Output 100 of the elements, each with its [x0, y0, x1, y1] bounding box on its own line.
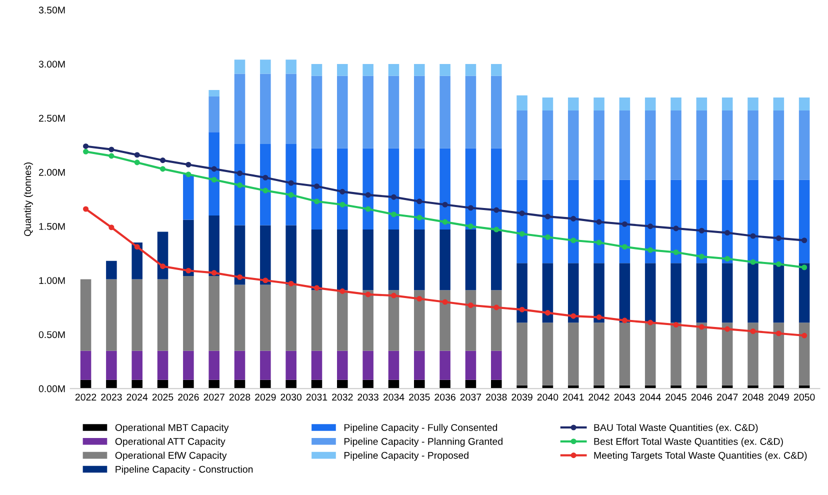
point	[83, 148, 89, 154]
bar	[644, 110, 656, 180]
point	[698, 254, 704, 260]
x-tick-label: 2050	[794, 394, 815, 401]
bar	[465, 290, 476, 351]
point	[494, 226, 500, 232]
y-tick-label: 2.00M	[38, 168, 65, 176]
bar	[440, 350, 450, 380]
y-tick-label: 3.50M	[38, 6, 65, 14]
point	[134, 152, 140, 158]
bar	[286, 380, 296, 389]
point	[570, 313, 576, 319]
bar	[670, 263, 682, 323]
bar	[234, 225, 246, 285]
point	[314, 285, 320, 291]
bar	[286, 350, 296, 380]
point	[390, 292, 397, 298]
bar	[208, 276, 220, 351]
bar	[773, 98, 784, 111]
point	[442, 299, 448, 305]
bar	[157, 279, 168, 351]
bar	[260, 350, 271, 380]
bar	[132, 242, 142, 280]
bar	[234, 284, 246, 351]
point	[724, 230, 730, 236]
bar	[798, 322, 810, 386]
bar	[748, 110, 758, 180]
bar	[414, 230, 425, 290]
bar	[388, 64, 400, 76]
bar	[490, 290, 502, 351]
x-tick-label: 2038	[486, 394, 507, 401]
bar	[465, 148, 476, 230]
bar	[722, 110, 733, 180]
bar	[208, 350, 220, 380]
point	[134, 244, 140, 250]
bar	[183, 220, 194, 276]
bar	[157, 350, 168, 380]
bar	[234, 350, 246, 380]
bar	[773, 263, 784, 323]
bar	[440, 148, 450, 230]
bar	[748, 98, 758, 111]
bar	[542, 180, 554, 264]
bar	[414, 290, 425, 351]
point	[160, 158, 166, 164]
bar	[619, 110, 630, 180]
point	[519, 231, 525, 237]
point	[108, 146, 114, 152]
bar	[568, 110, 579, 180]
point	[314, 198, 320, 204]
bar	[542, 263, 554, 323]
point	[468, 205, 474, 211]
point	[519, 306, 525, 312]
x-tick-label: 2022	[75, 394, 96, 401]
bar	[208, 132, 220, 216]
x-tick-label: 2028	[229, 394, 250, 401]
bar	[80, 350, 92, 380]
bar	[644, 322, 656, 386]
bar	[208, 90, 220, 96]
bar	[362, 230, 374, 290]
point	[673, 226, 679, 232]
legend-label: Pipeline Capacity - Proposed	[344, 452, 468, 461]
bar	[619, 322, 630, 386]
bar	[234, 60, 246, 74]
bar	[798, 263, 810, 323]
legend-label: Operational MBT Capacity	[115, 424, 229, 433]
point	[673, 322, 679, 328]
bar	[465, 380, 476, 389]
bar	[388, 350, 400, 380]
point	[468, 224, 474, 230]
point	[262, 188, 268, 194]
legend-label: Best Effort Total Waste Quantities (ex. C&D)	[594, 438, 783, 447]
bar	[696, 110, 708, 180]
bar	[696, 322, 708, 386]
bar	[696, 263, 708, 323]
bar	[773, 110, 784, 180]
bar	[260, 60, 271, 74]
point	[416, 198, 422, 204]
y-tick-label: 1.50M	[39, 223, 65, 230]
point	[211, 166, 217, 172]
bar	[490, 76, 502, 148]
bar	[490, 380, 502, 389]
bar	[773, 322, 784, 386]
bar	[286, 144, 296, 226]
bar	[516, 180, 528, 264]
bar	[362, 380, 374, 389]
point	[673, 249, 679, 256]
bar	[157, 380, 168, 389]
point	[365, 292, 371, 298]
bar	[311, 64, 322, 76]
bar	[440, 230, 450, 290]
legend-label: Operational ATT Capacity	[115, 438, 226, 447]
bar	[208, 215, 220, 276]
point	[596, 240, 602, 246]
point	[544, 234, 550, 240]
bar	[516, 322, 528, 386]
point	[108, 224, 114, 230]
bar	[696, 98, 708, 111]
bar	[490, 64, 502, 76]
point	[750, 259, 756, 265]
x-tick-label: 2043	[614, 394, 636, 401]
